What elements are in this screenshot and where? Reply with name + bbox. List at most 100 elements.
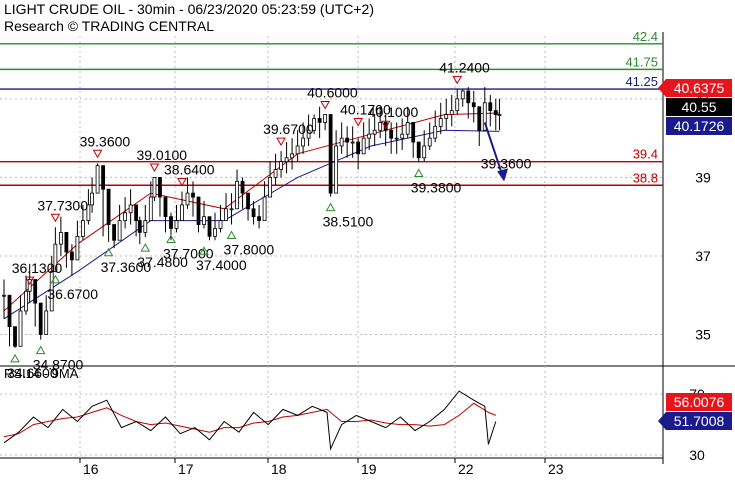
support-marker: [140, 243, 151, 252]
x-tick-label: 17: [178, 461, 194, 477]
candle-body: [2, 294, 6, 297]
candle-body: [90, 192, 94, 206]
low-label: 37.7000: [163, 245, 214, 261]
candle-body: [350, 141, 355, 144]
resistance-marker: [320, 101, 330, 110]
candle-body: [477, 106, 482, 131]
resistance-marker: [353, 117, 364, 127]
candle-body: [345, 137, 350, 143]
x-tick-label: 23: [548, 461, 564, 477]
ma-slow-badge-label: 40.1726: [674, 118, 725, 134]
candle-body: [229, 208, 234, 211]
candle-body: [356, 141, 361, 155]
high-label: 39.0100: [136, 147, 187, 163]
resistance-marker: [50, 213, 61, 223]
candle-body: [306, 129, 311, 139]
low-label: 37.3600: [101, 259, 152, 275]
candle-body: [444, 114, 449, 119]
low-label: 37.8000: [224, 242, 275, 258]
level-label: 41.75: [625, 54, 658, 69]
ma-fast-badge-bg: [658, 79, 732, 97]
candle-body: [497, 114, 502, 116]
candle-body: [137, 220, 142, 233]
high-label: 39.6700: [263, 121, 314, 137]
candle-body: [158, 176, 162, 198]
y-tick-label: 37: [695, 248, 711, 264]
candle-body: [367, 133, 372, 139]
candle-body: [134, 204, 139, 222]
candle-body: [27, 279, 32, 292]
candle-body: [128, 204, 133, 214]
candle-body: [246, 192, 250, 210]
last-price-badge-label: 40.55: [681, 99, 716, 115]
candle-body: [438, 118, 443, 127]
ma-fast-line: [3, 112, 500, 312]
ma-slow-badge-bg: [666, 117, 732, 135]
support-marker: [413, 168, 424, 177]
candle-body: [389, 129, 394, 139]
candle-body: [69, 251, 74, 261]
high-label: 40.1700: [340, 101, 391, 117]
y-tick-label: 35: [695, 327, 711, 343]
support-marker: [199, 246, 209, 255]
candle-body: [378, 122, 383, 131]
high-label: 39.3600: [80, 133, 131, 149]
candle-body: [482, 102, 487, 131]
level-label: 38.8: [633, 170, 658, 185]
candle-body: [405, 122, 410, 135]
target-label: 39.3600: [481, 155, 532, 171]
candle-body: [64, 231, 69, 253]
candle-body: [117, 220, 122, 241]
candle-body: [75, 235, 80, 261]
candle-body: [449, 110, 454, 115]
candle-body: [86, 204, 91, 222]
candle-body: [95, 165, 100, 194]
candle-body: [257, 216, 261, 222]
resistance-marker: [24, 276, 35, 286]
rsi-ma-badge-label: 56.0076: [674, 394, 725, 410]
candle-body: [422, 145, 427, 159]
rsi-title: RSI14 - 9MA: [4, 366, 79, 381]
candle-body: [224, 208, 228, 222]
rsi-badge-bg: [658, 412, 732, 430]
candle-body: [44, 310, 49, 335]
x-tick-label: 18: [271, 461, 287, 477]
x-tick-label: 22: [458, 461, 474, 477]
resistance-marker: [177, 178, 187, 187]
support-marker: [50, 274, 61, 284]
chart-title: LIGHT CRUDE OIL - 30min - 06/23/2020 05:…: [4, 1, 374, 17]
candle-body: [213, 228, 217, 237]
target-arrowhead: [497, 168, 509, 182]
rsi-ma-line: [3, 402, 496, 438]
candle-body: [180, 204, 184, 222]
candle-body: [207, 216, 212, 237]
candle-body: [290, 153, 294, 159]
support-marker: [166, 234, 176, 243]
candle-body: [18, 310, 23, 347]
candle-body: [196, 196, 201, 225]
candle-body: [411, 122, 416, 143]
candle-body: [284, 157, 289, 163]
candle-body: [58, 231, 63, 245]
resistance-marker: [149, 163, 160, 173]
high-label: 40.6000: [307, 85, 358, 101]
low-label: 37.4000: [196, 257, 247, 273]
ma-fast-badge-label: 40.6375: [674, 80, 725, 96]
low-label: 37.4800: [137, 254, 188, 270]
candle-body: [143, 220, 148, 233]
low-label: 38.5100: [323, 214, 374, 230]
candle-body: [400, 133, 405, 139]
rsi-badge-label: 51.7008: [674, 413, 725, 429]
y-tick-label: 39: [695, 169, 711, 185]
candle-body: [106, 188, 111, 225]
candle-body: [38, 302, 43, 335]
support-marker: [103, 247, 114, 257]
rsi-ma-badge-bg: [666, 393, 732, 411]
candle-body: [81, 220, 85, 237]
candle-body: [268, 176, 272, 198]
support-marker: [325, 202, 336, 212]
candle-body: [240, 180, 245, 194]
rsi-line: [3, 390, 497, 451]
